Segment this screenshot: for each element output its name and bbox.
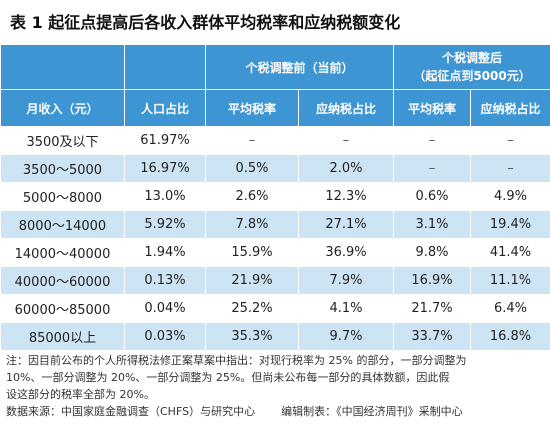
cell-avg-rate-before: 7.8%: [205, 210, 299, 239]
header-group-after: 个税调整后 （起征点到5000元）: [393, 44, 550, 90]
header-row-columns: 月收入（元） 人口占比 平均税率 应纳税占比 平均税率 应纳税占比: [0, 89, 550, 127]
data-source: 数据来源：中国家庭金融调查（CHFS）与研究中心: [6, 405, 256, 418]
cell-avg-rate-after: 3.1%: [393, 210, 472, 239]
cell-income: 3500～5000: [0, 154, 125, 183]
cell-avg-rate-before: 0.5%: [205, 154, 299, 183]
cell-income: 5000～8000: [0, 182, 125, 211]
table-notes: 注：因目前公布的个人所得税法修正案草案中指出：对现行税率为 25% 的部分，一部…: [6, 352, 546, 420]
cell-tax-share-before: 12.3%: [297, 182, 395, 211]
cell-population: 1.94%: [124, 238, 206, 267]
cell-tax-share-after: 6.4%: [470, 294, 550, 323]
table-body: 3500及以下 61.97% – – – – 3500～5000 16.97% …: [0, 126, 550, 351]
cell-income: 8000～14000: [0, 210, 125, 239]
table-title: 表 1 起征点提高后各收入群体平均税率和应纳税额变化: [10, 13, 401, 32]
cell-avg-rate-before: 25.2%: [205, 294, 299, 323]
cell-tax-share-after: –: [470, 126, 550, 155]
note-line-2: 10%、一部分调整为 20%、一部分调整为 25%。但尚未公布每一部分的具体数额…: [6, 371, 450, 384]
cell-avg-rate-before: 35.3%: [205, 322, 299, 351]
cell-tax-share-after: 19.4%: [470, 210, 550, 239]
cell-tax-share-after: 11.1%: [470, 266, 550, 295]
header-group-before: 个税调整前（当前）: [204, 44, 395, 90]
table-row: 3500及以下 61.97% – – – –: [0, 126, 550, 155]
cell-avg-rate-before: –: [205, 126, 299, 155]
cell-tax-share-before: 7.9%: [297, 266, 395, 295]
header-population: 人口占比: [124, 89, 206, 127]
table-header: 个税调整前（当前） 个税调整后 （起征点到5000元） 月收入（元） 人口占比 …: [0, 44, 550, 127]
table-row: 8000～14000 5.92% 7.8% 27.1% 3.1% 19.4%: [0, 210, 550, 239]
cell-income: 40000～60000: [0, 266, 125, 295]
note-line-1: 注：因目前公布的个人所得税法修正案草案中指出：对现行税率为 25% 的部分，一部…: [6, 354, 467, 367]
cell-avg-rate-after: 16.9%: [393, 266, 472, 295]
header-tax-share-after: 应纳税占比: [470, 89, 550, 127]
cell-avg-rate-before: 2.6%: [205, 182, 299, 211]
cell-population: 0.13%: [124, 266, 206, 295]
cell-tax-share-before: 9.7%: [297, 322, 395, 351]
cell-population: 13.0%: [124, 182, 206, 211]
cell-income: 3500及以下: [0, 126, 125, 155]
header-group-after-line2: （起征点到5000元）: [413, 69, 531, 83]
cell-avg-rate-before: 21.9%: [205, 266, 299, 295]
cell-tax-share-before: 27.1%: [297, 210, 395, 239]
table-row: 3500～5000 16.97% 0.5% 2.0% – –: [0, 154, 550, 183]
cell-avg-rate-after: –: [393, 154, 472, 183]
tax-table: 个税调整前（当前） 个税调整后 （起征点到5000元） 月收入（元） 人口占比 …: [0, 44, 550, 351]
cell-population: 0.04%: [124, 294, 206, 323]
cell-population: 16.97%: [124, 154, 206, 183]
table-row: 5000～8000 13.0% 2.6% 12.3% 0.6% 4.9%: [0, 182, 550, 211]
table-row: 85000以上 0.03% 35.3% 9.7% 33.7% 16.8%: [0, 322, 550, 351]
cell-avg-rate-after: 9.8%: [393, 238, 472, 267]
cell-population: 0.03%: [124, 322, 206, 351]
editor-credit: 编辑制表：《中国经济周刊》采制中心: [281, 405, 463, 418]
cell-avg-rate-before: 15.9%: [205, 238, 299, 267]
header-group-after-line1: 个税调整后: [442, 51, 503, 65]
cell-tax-share-before: 2.0%: [297, 154, 395, 183]
header-avg-rate-after: 平均税率: [393, 89, 472, 127]
cell-tax-share-before: 36.9%: [297, 238, 395, 267]
cell-income: 85000以上: [0, 322, 125, 351]
table-row: 60000～85000 0.04% 25.2% 4.1% 21.7% 6.4%: [0, 294, 550, 323]
source-line: 数据来源：中国家庭金融调查（CHFS）与研究中心 编辑制表：《中国经济周刊》采制…: [6, 403, 546, 420]
cell-tax-share-before: –: [297, 126, 395, 155]
cell-avg-rate-after: –: [393, 126, 472, 155]
header-row-group: 个税调整前（当前） 个税调整后 （起征点到5000元）: [0, 44, 550, 90]
cell-tax-share-after: 4.9%: [470, 182, 550, 211]
header-blank-population: [124, 44, 206, 90]
cell-tax-share-after: –: [470, 154, 550, 183]
table-row: 14000～40000 1.94% 15.9% 36.9% 9.8% 41.4%: [0, 238, 550, 267]
header-income: 月收入（元）: [0, 89, 125, 127]
cell-tax-share-before: 4.1%: [297, 294, 395, 323]
cell-tax-share-after: 16.8%: [470, 322, 550, 351]
cell-income: 60000～85000: [0, 294, 125, 323]
note-line-3: 设这部分的税率全部为 20%。: [6, 388, 155, 401]
cell-population: 5.92%: [124, 210, 206, 239]
header-avg-rate-before: 平均税率: [205, 89, 299, 127]
header-blank-income: [0, 44, 125, 90]
cell-avg-rate-after: 21.7%: [393, 294, 472, 323]
table-row: 40000～60000 0.13% 21.9% 7.9% 16.9% 11.1%: [0, 266, 550, 295]
cell-avg-rate-after: 33.7%: [393, 322, 472, 351]
cell-income: 14000～40000: [0, 238, 125, 267]
header-tax-share-before: 应纳税占比: [297, 89, 395, 127]
cell-population: 61.97%: [124, 126, 206, 155]
cell-avg-rate-after: 0.6%: [393, 182, 472, 211]
tax-table-wrapper: 个税调整前（当前） 个税调整后 （起征点到5000元） 月收入（元） 人口占比 …: [0, 44, 550, 351]
cell-tax-share-after: 41.4%: [470, 238, 550, 267]
